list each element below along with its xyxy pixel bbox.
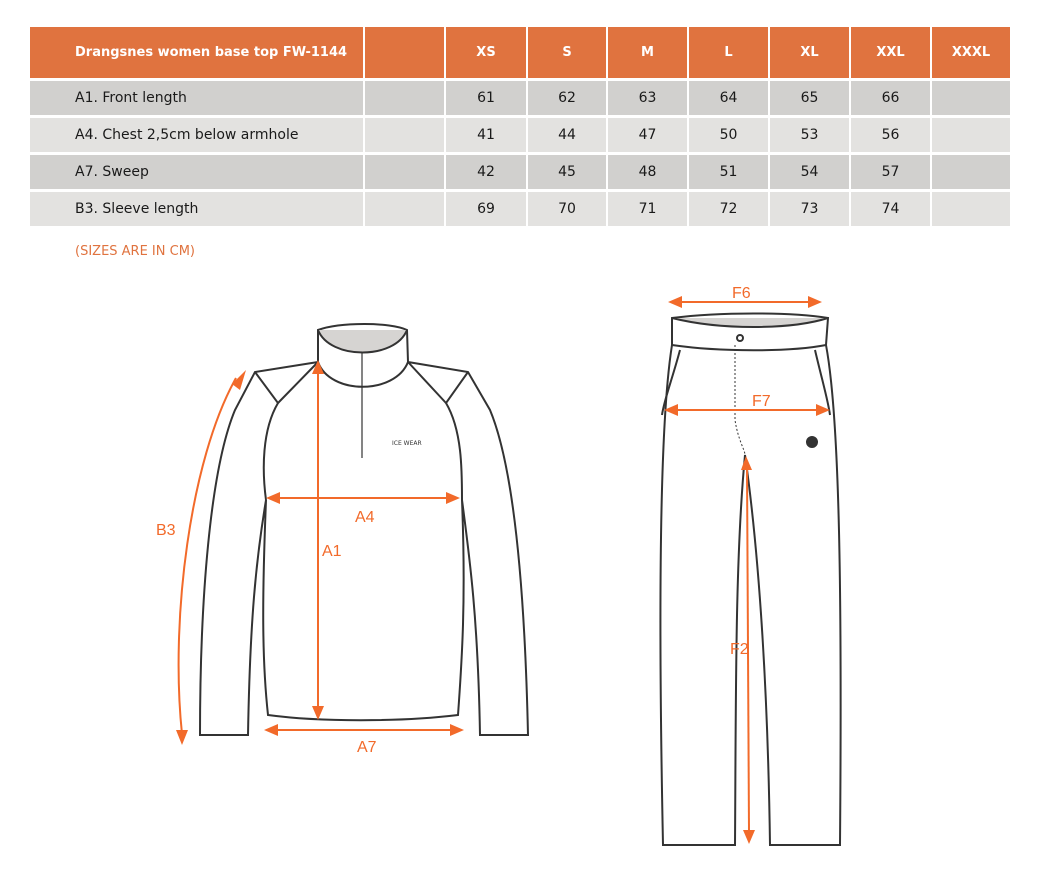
size-header: XXL <box>851 27 930 78</box>
measurement-value: 70 <box>528 192 606 226</box>
size-header: XS <box>446 27 526 78</box>
measurement-value <box>932 81 1010 115</box>
size-header: S <box>528 27 606 78</box>
top-arrows <box>176 360 464 745</box>
measurement-value: 65 <box>770 81 849 115</box>
measurement-label: A4. Chest 2,5cm below armhole <box>30 118 363 152</box>
size-header: XL <box>770 27 849 78</box>
pants-arrows <box>664 296 830 844</box>
measurement-value: 72 <box>689 192 768 226</box>
top-diagram <box>198 323 530 736</box>
f2-label: F2 <box>730 641 749 658</box>
size-header: L <box>689 27 768 78</box>
measurement-value: 73 <box>770 192 849 226</box>
measurement-value: 44 <box>528 118 606 152</box>
measurement-value: 61 <box>446 81 526 115</box>
units-note: (SIZES ARE IN CM) <box>75 244 195 259</box>
measurement-value: 74 <box>851 192 930 226</box>
measurement-value: 54 <box>770 155 849 189</box>
measurement-label: B3. Sleeve length <box>30 192 363 226</box>
measurement-value: 62 <box>528 81 606 115</box>
size-header: M <box>608 27 687 78</box>
measurement-value <box>932 155 1010 189</box>
measurement-value <box>932 118 1010 152</box>
measurement-value: 50 <box>689 118 768 152</box>
a1-label: A1 <box>322 543 342 560</box>
measurement-value <box>932 192 1010 226</box>
b3-label: B3 <box>156 522 176 539</box>
measurement-value: 57 <box>851 155 930 189</box>
header-blank <box>365 27 444 78</box>
ice-wear-logo: ICE WEAR <box>392 440 422 447</box>
measurement-value: 69 <box>446 192 526 226</box>
table-title: Drangsnes women base top FW-1144 <box>30 27 363 78</box>
size-header: XXXL <box>932 27 1010 78</box>
f2-arrow <box>746 467 750 833</box>
measurement-value: 41 <box>446 118 526 152</box>
measurement-value: 66 <box>851 81 930 115</box>
measurement-value: 45 <box>528 155 606 189</box>
measurement-value: 64 <box>689 81 768 115</box>
b3-arrow <box>177 377 237 735</box>
measurement-label: A7. Sweep <box>30 155 363 189</box>
measurement-value: 42 <box>446 155 526 189</box>
measurement-label: A1. Front length <box>30 81 363 115</box>
blank-cell <box>365 81 444 115</box>
measurement-value: 51 <box>689 155 768 189</box>
measurement-value: 63 <box>608 81 687 115</box>
top-outline <box>198 323 530 736</box>
measurement-value: 53 <box>770 118 849 152</box>
blank-cell <box>365 118 444 152</box>
blank-cell <box>365 192 444 226</box>
pants-diagram <box>659 312 842 846</box>
blank-cell <box>365 155 444 189</box>
measurement-value: 47 <box>608 118 687 152</box>
measurement-value: 56 <box>851 118 930 152</box>
a7-label: A7 <box>357 739 377 756</box>
a4-label: A4 <box>355 509 375 526</box>
f7-label: F7 <box>752 393 771 410</box>
f6-label: F6 <box>732 285 751 302</box>
measurement-value: 71 <box>608 192 687 226</box>
measurement-value: 48 <box>608 155 687 189</box>
